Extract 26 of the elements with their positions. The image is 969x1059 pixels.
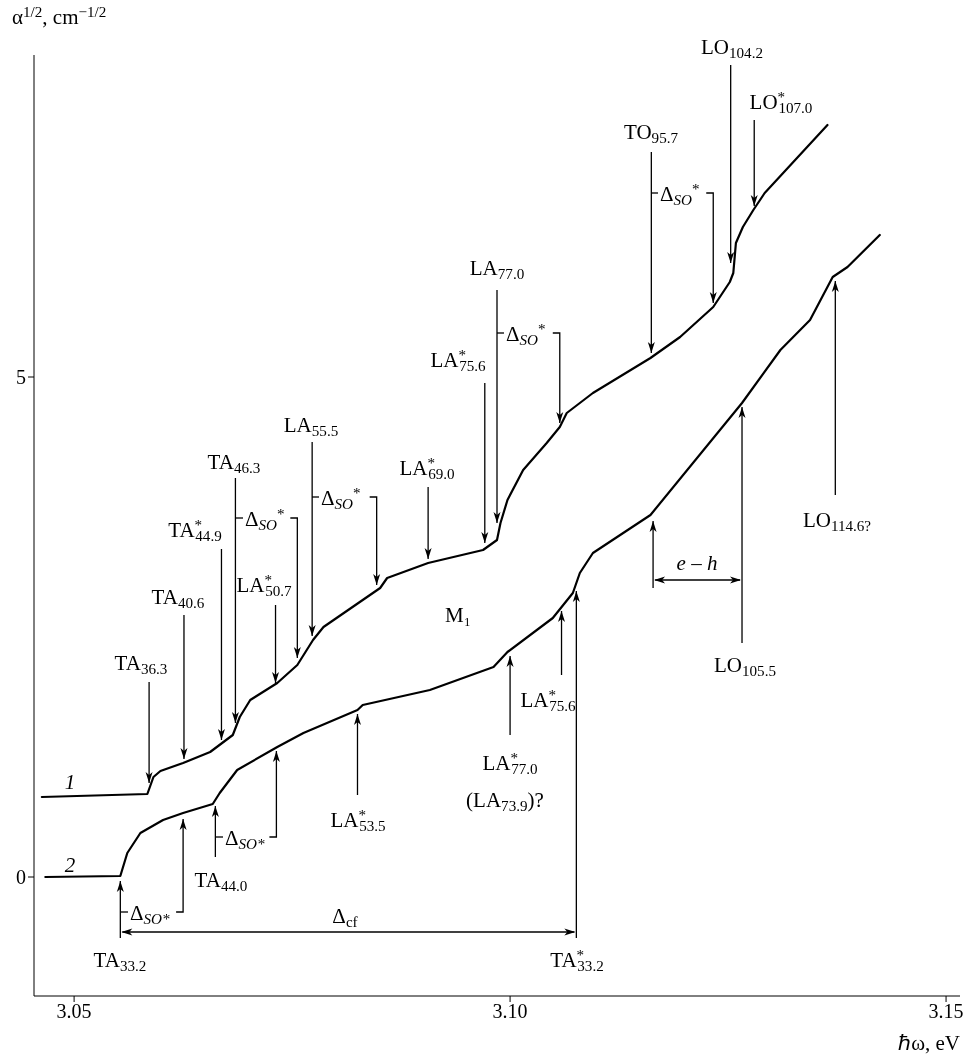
annotation: M₁ [445,603,471,627]
annotation: LO$_{114.6?}$ [802,508,872,534]
x-tick-label: 3.05 [56,1000,92,1023]
x-axis-title: ℏω, eV [898,1031,960,1055]
annotation: Δ$_{SO*}$ [130,901,170,927]
annotation: Δ$_{SO*}$ [225,826,265,852]
y-tick-label: 0 [16,866,26,889]
annotation: (LA$_{73.9}$)? [466,788,544,814]
annotation: TA$_{44.0}$ [194,868,248,894]
x-tick-label: 3.15 [928,1000,964,1023]
annotation: e – h [676,551,718,575]
y-tick-label: 5 [16,366,26,389]
annotation: TA$_{40.6}$ [151,585,205,611]
annotation: TA$_{33.2}$ [93,948,147,974]
annotation: Δ$_{cf}$ [332,904,359,930]
annotation: LA$_{77.0}$ [469,256,525,282]
series-label: 2 [64,853,76,877]
x-tick-label: 3.10 [492,1000,528,1023]
annotation: LO$_{105.5}$ [714,653,776,679]
y-axis-title: α$^{1/2}$, cm$^{−1/2}$ [12,4,107,29]
annotation: TO$_{95.7}$ [623,120,679,146]
series-label: 1 [64,770,76,794]
annotation: LA$_{55.5}$ [283,413,339,439]
annotation: TA$_{46.3}$ [207,450,261,476]
annotation: TA$_{36.3}$ [114,651,168,677]
annotation: LO$_{104.2}$ [701,35,763,61]
